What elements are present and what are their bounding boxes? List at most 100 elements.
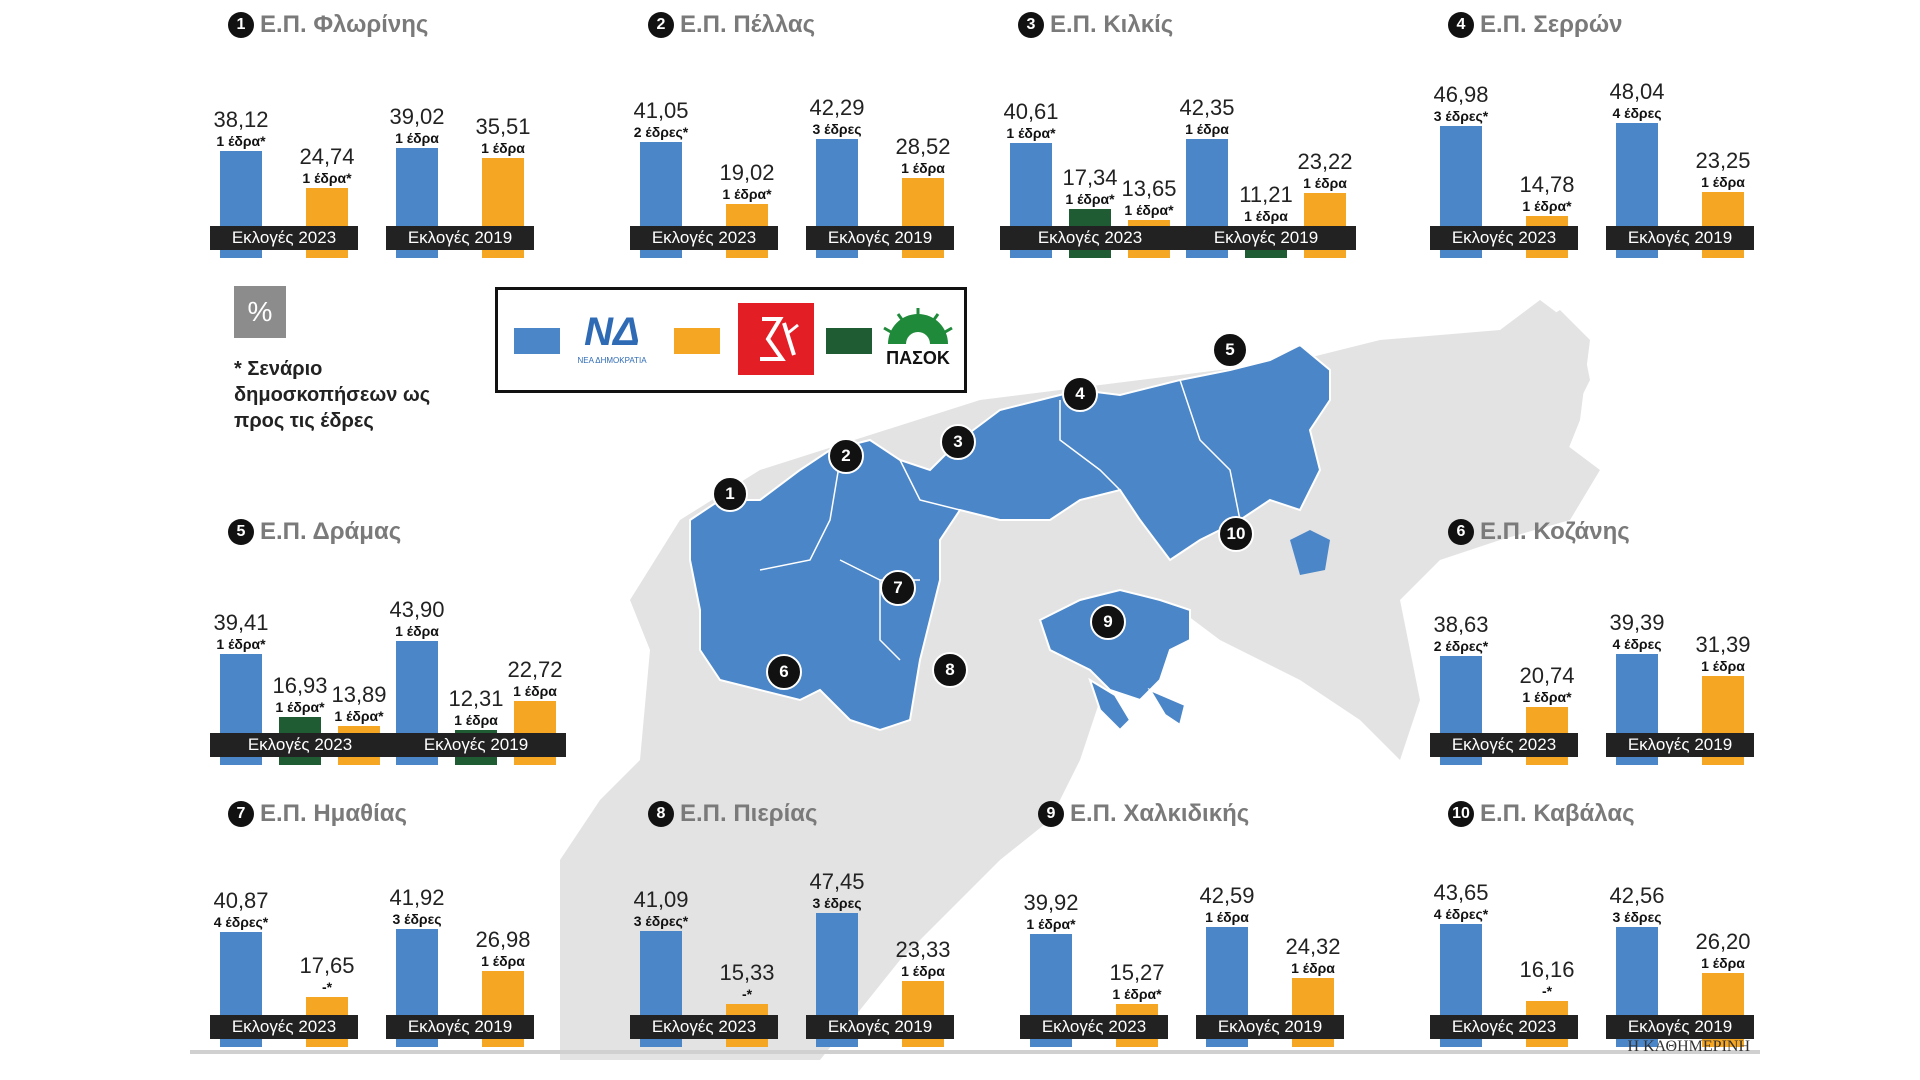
chart-number-badge: 6 bbox=[1448, 519, 1474, 545]
bar-group: 3 έδρες 42,29 1 έδρα 28,52 Εκλογές 2019 bbox=[806, 28, 954, 258]
bar-value-label: 26,20 bbox=[1695, 929, 1751, 955]
bar-seats-label: 1 έδρα* bbox=[216, 132, 266, 149]
chart-panel-10: 10 Ε.Π. Καβάλας 4 έδρες* 43,65 -* 16,16 Εκλογέ… bbox=[1420, 797, 1820, 1047]
bar-group: 1 έδρα* 40,61 1 έδρα* 17,34 1 έδρα* 13,65 Εκλο… bbox=[1000, 28, 1180, 258]
bar-value-label: 31,39 bbox=[1695, 632, 1751, 658]
bar-seats-label: 1 έδρα bbox=[395, 623, 439, 640]
election-year-label: Εκλογές 2019 bbox=[806, 226, 954, 250]
election-year-label: Εκλογές 2019 bbox=[1606, 226, 1754, 250]
bar-seats-label: 1 έδρα* bbox=[1006, 125, 1056, 142]
bar-group: 3 έδρες* 46,98 1 έδρα* 14,78 Εκλογές 2023 bbox=[1430, 28, 1578, 258]
bar-group: 3 έδρες 47,45 1 έδρα 23,33 Εκλογές 2019 bbox=[806, 817, 954, 1047]
chart-number-badge: 10 bbox=[1448, 801, 1474, 827]
map-marker-1: 1 bbox=[712, 476, 748, 512]
bar-value-label: 24,32 bbox=[1285, 934, 1341, 960]
bar-value-label: 39,02 bbox=[389, 103, 445, 129]
bar-value-label: 38,12 bbox=[213, 106, 269, 132]
bar-group: 1 έδρα 42,59 1 έδρα 24,32 Εκλογές 2019 bbox=[1196, 817, 1344, 1047]
bar-group: 1 έδρα* 39,41 1 έδρα* 16,93 1 έδρα* 13,89 Εκλο… bbox=[210, 535, 390, 765]
bar-value-label: 47,45 bbox=[809, 869, 865, 895]
bar-group: 3 έδρες* 41,09 -* 15,33 Εκλογές 2023 bbox=[630, 817, 778, 1047]
chart-number-badge: 7 bbox=[228, 801, 254, 827]
nd-logo-mark: ΝΔ bbox=[584, 310, 640, 354]
bar-value-label: 43,65 bbox=[1433, 879, 1489, 905]
chart-title-text: Ε.Π. Κοζάνης bbox=[1480, 518, 1630, 545]
bar-seats-label: 3 έδρες bbox=[812, 120, 862, 137]
chart-panel-2: 2 Ε.Π. Πέλλας 2 έδρες* 41,05 1 έδρα* 19,02 Εκλ… bbox=[620, 8, 1020, 258]
election-year-label: Εκλογές 2023 bbox=[210, 733, 390, 757]
chart-title: 10 Ε.Π. Καβάλας bbox=[1448, 797, 1635, 831]
bar-value-label: 39,92 bbox=[1023, 890, 1079, 916]
election-year-label: Εκλογές 2023 bbox=[1430, 1015, 1578, 1039]
percent-label: % bbox=[234, 286, 286, 338]
bar-group: 1 έδρα* 39,92 1 έδρα* 15,27 Εκλογές 2023 bbox=[1020, 817, 1168, 1047]
bar-seats-label: 1 έδρα* bbox=[1065, 191, 1115, 208]
map-marker-9: 9 bbox=[1090, 604, 1126, 640]
syriza-logo bbox=[738, 303, 814, 375]
chart-title: 1 Ε.Π. Φλωρίνης bbox=[228, 8, 428, 42]
chart-panel-4: 4 Ε.Π. Σερρών 3 έδρες* 46,98 1 έδρα* 14,78 Εκλ… bbox=[1420, 8, 1820, 258]
bar-seats-label: 3 έδρες* bbox=[633, 913, 689, 930]
bar-value-label: 12,31 bbox=[448, 686, 504, 712]
bar-value-label: 41,05 bbox=[633, 98, 689, 124]
legend-swatch-syriza bbox=[674, 328, 720, 354]
bar-value-label: 38,63 bbox=[1433, 612, 1489, 638]
map-marker-6: 6 bbox=[766, 654, 802, 690]
bar-value-label: 16,93 bbox=[272, 673, 328, 699]
chart-panel-6: 6 Ε.Π. Κοζάνης 2 έδρες* 38,63 1 έδρα* 20,74 Εκ… bbox=[1420, 515, 1820, 765]
election-year-label: Εκλογές 2023 bbox=[1430, 226, 1578, 250]
pasok-sun-icon bbox=[883, 308, 953, 356]
legend-swatch-nd bbox=[514, 328, 560, 354]
footnote: * Σενάριο δημοσκοπήσεων ως προς τις έδρε… bbox=[234, 358, 431, 432]
election-year-label: Εκλογές 2023 bbox=[630, 226, 778, 250]
map-marker-7: 7 bbox=[880, 570, 916, 606]
chart-title: 5 Ε.Π. Δράμας bbox=[228, 515, 401, 549]
nd-logo: ΝΔ ΝΕΑ ΔΗΜΟΚΡΑΤΙΑ bbox=[570, 310, 654, 370]
bar-seats-label: 1 έδρα bbox=[1185, 120, 1229, 137]
bar-seats-label: 1 έδρα bbox=[481, 139, 525, 156]
election-year-label: Εκλογές 2019 bbox=[386, 733, 566, 757]
bar-seats-label: 1 έδρα bbox=[454, 712, 498, 729]
chart-title-text: Ε.Π. Σερρών bbox=[1480, 11, 1623, 38]
bar-value-label: 28,52 bbox=[895, 133, 951, 159]
election-year-label: Εκλογές 2019 bbox=[1606, 733, 1754, 757]
source-credit: Η ΚΑΘΗΜΕΡΙΝΗ bbox=[1627, 1038, 1750, 1055]
bar-value-label: 40,61 bbox=[1003, 99, 1059, 125]
bar-group: 4 έδρες* 40,87 -* 17,65 Εκλογές 2023 bbox=[210, 817, 358, 1047]
bar-seats-label: 1 έδρα* bbox=[302, 170, 352, 187]
bar-seats-label: 1 έδρα* bbox=[216, 635, 266, 652]
bar-seats-label: 3 έδρες* bbox=[1433, 107, 1489, 124]
chart-title: 8 Ε.Π. Πιερίας bbox=[648, 797, 817, 831]
election-year-label: Εκλογές 2019 bbox=[1176, 226, 1356, 250]
bar-value-label: 13,89 bbox=[331, 681, 387, 707]
bar-value-label: 26,98 bbox=[475, 926, 531, 952]
chart-number-badge: 8 bbox=[648, 801, 674, 827]
map-thrace bbox=[1320, 310, 1590, 480]
bar-value-label: 40,87 bbox=[213, 887, 269, 913]
bar-seats-label: 1 έδρα bbox=[1701, 955, 1745, 972]
bar-group: 1 έδρα 39,02 1 έδρα 35,51 Εκλογές 2019 bbox=[386, 28, 534, 258]
chart-title: 9 Ε.Π. Χαλκιδικής bbox=[1038, 797, 1249, 831]
bar-seats-label: -* bbox=[741, 985, 753, 1002]
bar-seats-label: 1 έδρα bbox=[1701, 658, 1745, 675]
bar-seats-label: 1 έδρα bbox=[1291, 960, 1335, 977]
legend: ΝΔ ΝΕΑ ΔΗΜΟΚΡΑΤΙΑ ΠΑΣΟΚ bbox=[495, 287, 967, 393]
chart-number-badge: 2 bbox=[648, 12, 674, 38]
bar-value-label: 24,74 bbox=[299, 144, 355, 170]
chart-panel-8: 8 Ε.Π. Πιερίας 3 έδρες* 41,09 -* 15,33 Εκλογές… bbox=[620, 797, 1020, 1047]
bar-value-label: 22,72 bbox=[507, 656, 563, 682]
bar-value-label: 42,35 bbox=[1179, 94, 1235, 120]
bar-value-label: 20,74 bbox=[1519, 662, 1575, 688]
bar-seats-label: 2 έδρες* bbox=[1433, 638, 1489, 655]
map-marker-2: 2 bbox=[828, 438, 864, 474]
bar-group: 1 έδρα* 38,12 1 έδρα* 24,74 Εκλογές 2023 bbox=[210, 28, 358, 258]
chart-title: 3 Ε.Π. Κιλκίς bbox=[1018, 8, 1173, 42]
bar-seats-label: 1 έδρα* bbox=[1124, 201, 1174, 218]
chart-title-text: Ε.Π. Πέλλας bbox=[680, 11, 816, 38]
chart-title-text: Ε.Π. Πιερίας bbox=[680, 800, 818, 827]
bar-seats-label: 1 έδρα* bbox=[1112, 985, 1162, 1002]
bar-value-label: 46,98 bbox=[1433, 81, 1489, 107]
election-year-label: Εκλογές 2023 bbox=[1020, 1015, 1168, 1039]
bar-value-label: 15,33 bbox=[719, 959, 775, 985]
election-year-label: Εκλογές 2019 bbox=[386, 1015, 534, 1039]
